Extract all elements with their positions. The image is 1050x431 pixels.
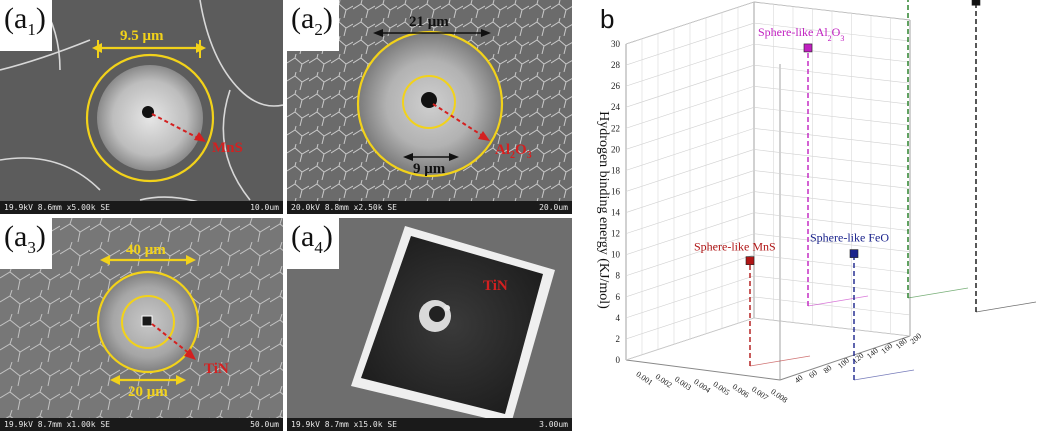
scale-label-a1: 9.5 μm	[120, 28, 164, 44]
data-points: Sphere-like MnS Sphere-like Al2O3 Sphere-l…	[694, 0, 981, 380]
z-tick-label: 20	[611, 144, 621, 154]
z-tick-label: 8	[616, 271, 621, 281]
z-axis-label: Hydrogen binding energy (KJ/mol)	[596, 111, 611, 309]
y-tick-label: 100	[836, 356, 851, 371]
sem-scalebar-a1: 10.0um	[250, 203, 279, 212]
particle-label-a1: MnS	[212, 140, 243, 156]
z-tick-label: 30	[611, 39, 621, 49]
sem-footer-a4: 19.9kV 8.7mm x15.0k SE 3.00um	[287, 418, 572, 431]
x-tick-label: 0.008	[769, 387, 789, 405]
point-label: Sphere-like MnS	[694, 240, 776, 254]
panel-label-a1: (a1)	[0, 0, 52, 51]
sem-panel-a3: (a3) 40 μm 20 μm TiN 19.9kV 8.7mm x1.00k…	[0, 218, 283, 431]
x-tick-label: 0.004	[692, 377, 712, 395]
x-tick-label: 0.005	[711, 380, 731, 398]
floor-projection-line	[975, 301, 1037, 313]
y-tick-label: 180	[894, 336, 909, 351]
x-tick-label: 0.007	[750, 385, 770, 403]
point-label: Sphere-like FeO	[810, 231, 889, 245]
z-tick-label: 14	[611, 208, 621, 218]
sem-image-a1	[0, 0, 283, 214]
z-tick-label: 12	[611, 229, 620, 239]
sem-panel-a1: (a1) 9.5 μm MnS 19.9kV 8.6mm x5.00k SE 1…	[0, 0, 283, 214]
scale-label-outer-a2: 21 μm	[409, 14, 449, 30]
z-tick-label: 6	[616, 292, 621, 302]
y-tick-label: 140	[865, 346, 880, 361]
z-tick-label: 18	[611, 165, 621, 175]
z-tick-label: 10	[611, 250, 621, 260]
scale-label-inner-a2: 9 μm	[413, 161, 446, 177]
scale-label-outer-a3: 40 μm	[126, 242, 166, 258]
sem-scalebar-a3: 50.0um	[250, 420, 279, 429]
particle-label-a3: TiN	[204, 361, 229, 377]
z-tick-label: 22	[611, 123, 620, 133]
floor-projection-line	[907, 287, 969, 299]
sem-params-a2: 20.0kV 8.8mm x2.50k SE	[291, 203, 397, 212]
x-tick-label: 0.006	[731, 382, 751, 400]
panel-label-a2: (a2)	[287, 0, 339, 51]
z-tick-label: 16	[611, 186, 621, 196]
y-axis-ticks: 40 60 80 100 120 140 160 180 200	[793, 331, 924, 385]
data-point	[745, 256, 755, 265]
sem-params-a4: 19.9kV 8.7mm x15.0k SE	[291, 420, 397, 429]
x-axis-ticks: 0.001 0.002 0.003 0.004 0.005 0.006 0.007 0.008	[634, 370, 789, 405]
floor-projection-line	[807, 295, 869, 307]
data-point	[971, 0, 981, 6]
x-tick-label: 0.002	[654, 372, 674, 390]
x-tick-label: 0.001	[634, 370, 654, 388]
chart-label-b: b	[600, 4, 615, 34]
z-tick-label: 2	[616, 334, 621, 344]
sem-scalebar-a2: 20.0um	[539, 203, 568, 212]
chart-grid	[625, 1, 911, 381]
particle-label-a2: Al2O3	[495, 142, 532, 161]
sem-footer-a2: 20.0kV 8.8mm x2.50k SE 20.0um	[287, 201, 572, 214]
z-tick-label: 4	[616, 313, 621, 323]
sem-params-a1: 19.9kV 8.6mm x5.00k SE	[4, 203, 110, 212]
y-tick-label: 200	[908, 331, 923, 346]
particle-label-a4: TiN	[483, 278, 508, 294]
y-tick-label: 60	[807, 368, 819, 380]
x-tick-label: 0.003	[673, 375, 693, 393]
sem-panel-a2: (a2) 21 μm 9 μm Al2O3 20.0kV 8.8mm x2.50…	[287, 0, 572, 214]
sem-panel-a4: (a4) TiN 19.9kV 8.7mm x15.0k SE 3.00um	[287, 218, 572, 431]
floor-projection-line	[853, 369, 915, 381]
z-tick-label: 24	[611, 102, 621, 112]
floor-projections	[749, 287, 1037, 381]
z-tick-label: 0	[616, 355, 621, 365]
scale-label-inner-a3: 20 μm	[128, 384, 168, 400]
data-point	[849, 249, 859, 258]
sem-footer-a1: 19.9kV 8.6mm x5.00k SE 10.0um	[0, 201, 283, 214]
sem-footer-a3: 19.9kV 8.7mm x1.00k SE 50.0um	[0, 418, 283, 431]
y-tick-label: 160	[879, 341, 894, 356]
point-label: Sphere-like Al2O3	[758, 25, 844, 43]
y-tick-label: 40	[793, 373, 805, 385]
panel-label-a3: (a3)	[0, 218, 52, 269]
sem-params-a3: 19.9kV 8.7mm x1.00k SE	[4, 420, 110, 429]
panel-label-a4: (a4)	[287, 218, 339, 269]
y-tick-label: 80	[822, 363, 834, 375]
z-tick-label: 26	[611, 81, 621, 91]
floor-projection-line	[749, 355, 811, 367]
z-tick-label: 28	[611, 60, 621, 70]
data-point	[803, 43, 813, 53]
y-tick-label: 120	[851, 351, 866, 366]
sem-scalebar-a4: 3.00um	[539, 420, 568, 429]
